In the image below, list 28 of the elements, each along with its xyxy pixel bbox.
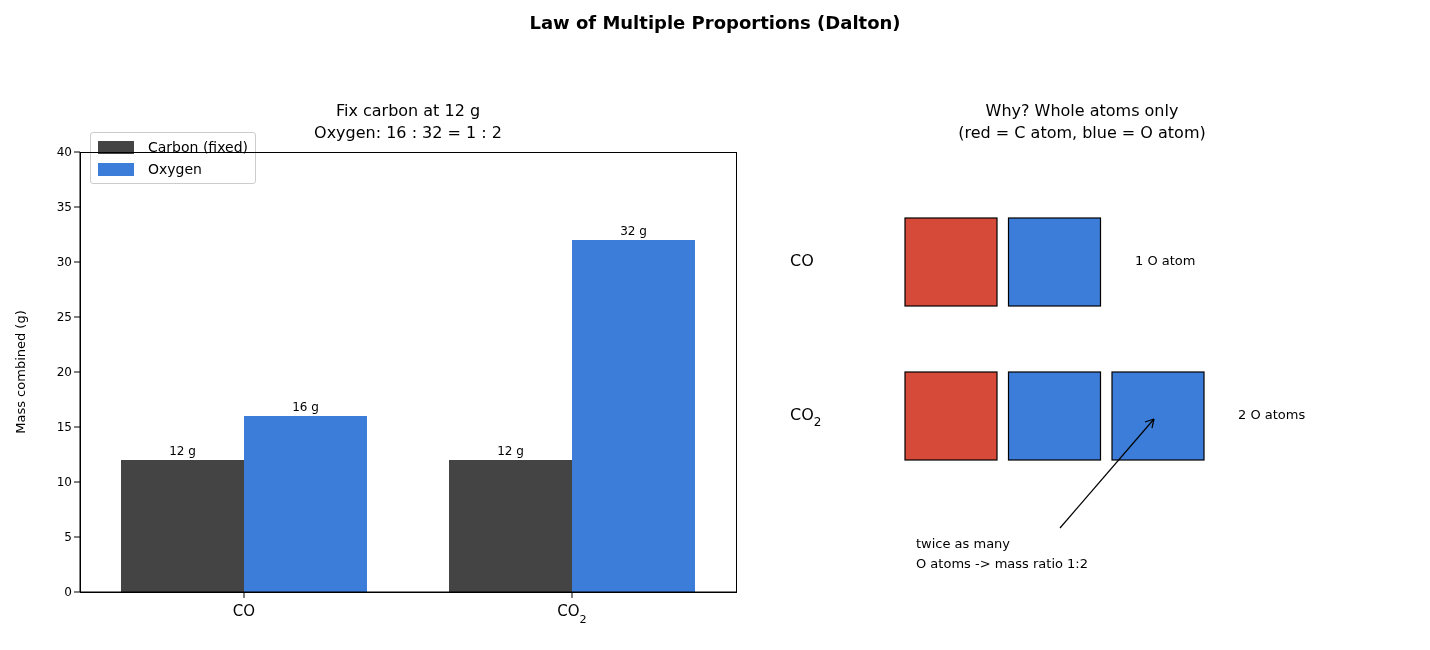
text: 1 O atom [1135, 252, 1196, 268]
text: twice as many O atoms -> mass ratio 1:2 [916, 535, 1089, 571]
bar [449, 460, 572, 592]
y-tick-label: 15 [56, 420, 72, 435]
text: 2 O atoms [1238, 406, 1306, 422]
bar [244, 416, 367, 592]
y-tick-label: 25 [56, 310, 72, 325]
y-tick-label: 20 [56, 365, 72, 380]
text: Why? Whole atoms only (red = C atom, blue = O atom) [958, 100, 1206, 142]
y-tick-label: 35 [56, 200, 72, 215]
legend-label: Carbon (fixed) [148, 138, 248, 157]
text: CO$_{2}$ [790, 404, 822, 429]
y-tick-label: 30 [56, 255, 72, 270]
chart-title: Law of Multiple Proportions (Dalton) [528, 12, 902, 33]
legend-label: Oxygen [148, 160, 202, 179]
bar [572, 240, 695, 592]
y-tick-label: 40 [56, 145, 72, 160]
y-axis-title: Mass combined (g) [12, 310, 28, 434]
text: CO [790, 250, 814, 270]
data-label: 12 g [497, 444, 524, 458]
y-tick-label: 0 [64, 585, 72, 600]
bar [121, 460, 244, 592]
chart-subtitle: Fix carbon at 12 g Oxygen: 16 : 32 = 1 : 2 [314, 101, 502, 142]
y-tick-label: 5 [64, 530, 72, 545]
data-label: 12 g [169, 444, 196, 458]
data-label: 32 g [620, 224, 647, 238]
y-tick-label: 10 [56, 475, 72, 490]
data-label: 16 g [292, 400, 319, 414]
